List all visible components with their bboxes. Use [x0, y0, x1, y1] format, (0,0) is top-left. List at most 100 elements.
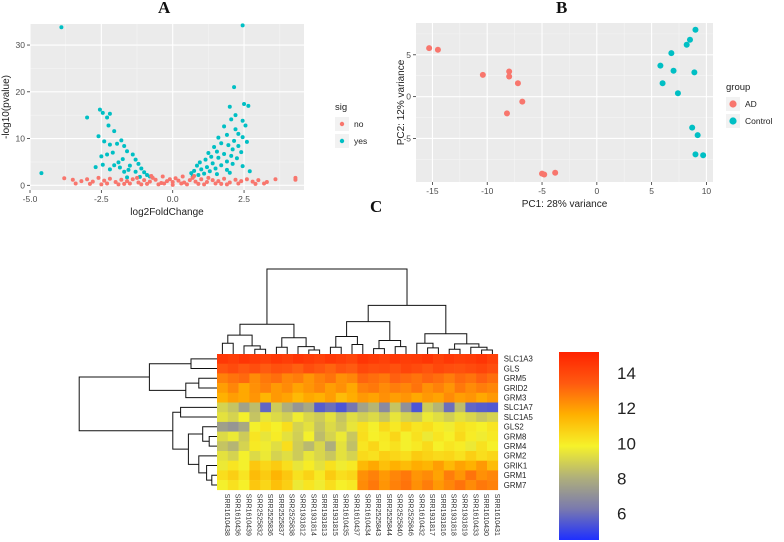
row-dendrogram-branch: [187, 433, 203, 465]
heatmap-cell: [422, 421, 434, 432]
heatmap-cell: [238, 470, 250, 481]
pca-point-ad: [479, 71, 486, 78]
heatmap-cell: [400, 363, 412, 374]
heatmap-cell: [335, 402, 347, 413]
column-dendrogram-branch: [239, 323, 295, 338]
heatmap-cell: [443, 441, 455, 452]
heatmap-cell: [443, 451, 455, 461]
volcano-point-no: [233, 177, 238, 182]
heatmap-cell: [379, 451, 391, 461]
heatmap-cell: [487, 431, 499, 442]
volcano-x-tick-label: 0.0: [167, 194, 179, 204]
heatmap-cell: [454, 460, 466, 471]
volcano-x-axis-title: log2FoldChange: [130, 207, 204, 218]
heatmap-col-label: SRR2525843: [374, 494, 381, 536]
heatmap-cell: [238, 354, 250, 364]
heatmap-cell: [325, 392, 337, 403]
heatmap-cell: [465, 392, 477, 403]
volcano-point-yes: [222, 124, 227, 129]
heatmap-cell: [271, 451, 283, 461]
pca-y-tick-label: 5: [406, 50, 411, 60]
heatmap-cell: [454, 451, 466, 461]
volcano-point-no: [113, 180, 118, 185]
pca-x-tick-label: 5: [649, 186, 654, 196]
heatmap-cell: [217, 412, 229, 423]
heatmap-cell: [271, 363, 283, 374]
heatmap-cell: [411, 412, 423, 423]
heatmap-cell: [476, 460, 488, 471]
pca-point-ad: [506, 73, 513, 80]
volcano-point-yes: [214, 172, 219, 177]
volcano-point-yes: [229, 153, 234, 158]
volcano-point-yes: [189, 171, 194, 176]
heatmap-row-label: GRM8: [504, 432, 527, 441]
heatmap-cell: [260, 402, 272, 413]
row-dendrogram-branch: [208, 435, 217, 447]
heatmap-cell: [465, 412, 477, 423]
heatmap-cell: [433, 373, 445, 384]
heatmap-cell: [227, 431, 239, 442]
heatmap-cell: [260, 392, 272, 403]
volcano-point-no: [213, 181, 218, 186]
volcano-point-yes: [216, 155, 221, 160]
heatmap-cell: [325, 354, 337, 364]
heatmap-cell: [271, 421, 283, 432]
volcano-point-yes: [85, 115, 90, 120]
heatmap-cell: [379, 373, 391, 384]
volcano-point-yes: [133, 157, 138, 162]
colorbar-tick-label: 14: [617, 364, 636, 383]
heatmap-cell: [487, 383, 499, 394]
heatmap-cell: [260, 373, 272, 384]
heatmap-cell: [454, 470, 466, 481]
heatmap-cell: [271, 412, 283, 423]
heatmap-cell: [465, 470, 477, 481]
volcano-point-yes: [207, 169, 212, 174]
heatmap-cell: [487, 354, 499, 364]
column-dendrogram-branch: [378, 340, 402, 349]
heatmap-cell: [271, 460, 283, 471]
row-dendrogram-branch: [78, 376, 173, 432]
heatmap-cell: [217, 460, 229, 471]
pca-point-ad: [426, 45, 433, 52]
volcano-point-yes: [96, 134, 101, 139]
heatmap-cell: [292, 354, 304, 364]
heatmap-row-label: GLS: [504, 364, 520, 373]
heatmap-cell: [400, 392, 412, 403]
heatmap-cell: [465, 383, 477, 394]
heatmap-cell: [368, 412, 380, 423]
heatmap-cell: [238, 373, 250, 384]
heatmap-cell: [400, 383, 412, 394]
heatmap-cell: [433, 402, 445, 413]
heatmap-cell: [281, 383, 293, 394]
heatmap-cell: [314, 431, 326, 442]
heatmap-cell: [422, 402, 434, 413]
heatmap-cell: [368, 431, 380, 442]
volcano-point-no: [73, 181, 78, 186]
volcano-point-no: [204, 180, 209, 185]
volcano-point-no: [179, 181, 184, 186]
pca-plot: -15 -10 -5 0 5 10 -5 0 5 PC1: 28% variance PC2: 12…: [396, 23, 773, 210]
heatmap-cell: [335, 470, 347, 481]
heatmap-col-label: SRR2525840: [396, 494, 403, 536]
panel-label-c: C: [370, 197, 383, 216]
volcano-point-no: [227, 180, 232, 185]
column-dendrogram-branch: [351, 344, 364, 354]
heatmap-cell: [227, 373, 239, 384]
heatmap-cell: [476, 412, 488, 423]
heatmap-cell: [433, 354, 445, 364]
heatmap-row-label: GRIK1: [504, 461, 527, 470]
volcano-point-yes: [224, 159, 229, 164]
row-dendrogram-branch: [180, 406, 217, 418]
volcano-point-yes: [233, 127, 238, 132]
volcano-point-yes: [126, 167, 131, 172]
volcano-y-axis-title: -log10(pvalue): [1, 75, 12, 139]
heatmap-col-label: SRR1931818: [450, 494, 457, 536]
pca-point-ad: [506, 68, 513, 75]
heatmap-cell: [389, 460, 401, 471]
volcano-point-no: [253, 181, 258, 186]
heatmap-cell: [476, 431, 488, 442]
heatmap-cell: [346, 383, 358, 394]
volcano-point-yes: [236, 144, 241, 149]
heatmap-cell: [303, 441, 315, 452]
heatmap-cell: [238, 480, 250, 491]
